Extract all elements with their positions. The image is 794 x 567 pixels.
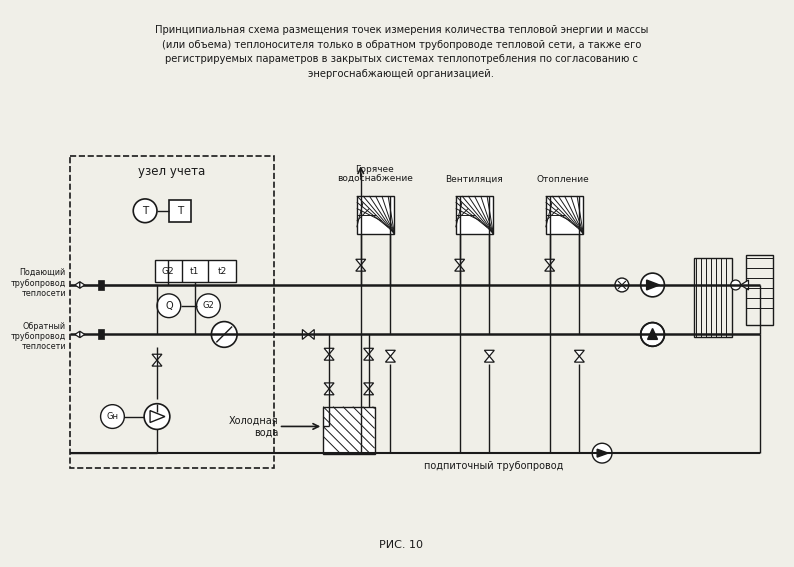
Polygon shape: [646, 280, 660, 290]
Bar: [323, 407, 375, 454]
Text: Горячее
водоснабжение: Горячее водоснабжение: [337, 164, 413, 184]
Polygon shape: [75, 331, 80, 338]
Text: узел учета: узел учета: [138, 165, 206, 177]
Text: T: T: [142, 206, 148, 216]
Polygon shape: [364, 389, 374, 395]
Polygon shape: [574, 356, 584, 362]
Text: t2: t2: [218, 266, 227, 276]
Polygon shape: [152, 360, 162, 366]
Circle shape: [101, 405, 125, 429]
Polygon shape: [356, 265, 366, 271]
Circle shape: [145, 404, 170, 429]
Text: Gн: Gн: [106, 412, 118, 421]
Polygon shape: [356, 259, 366, 265]
Text: Принципиальная схема размещения точек измерения количества тепловой энергии и ма: Принципиальная схема размещения точек из…: [155, 25, 648, 79]
Bar: [545, 196, 584, 234]
Bar: [456, 196, 493, 234]
Text: G2: G2: [161, 266, 174, 276]
Text: Подающий
трубопровод
теплосети: Подающий трубопровод теплосети: [11, 268, 66, 298]
Circle shape: [197, 294, 220, 318]
Text: Отопление: Отопление: [536, 175, 589, 184]
Polygon shape: [324, 354, 334, 360]
Text: Холодная
вода: Холодная вода: [229, 416, 279, 437]
Bar: [155, 260, 236, 282]
Circle shape: [133, 199, 157, 223]
Polygon shape: [324, 383, 334, 389]
Text: G2: G2: [202, 301, 214, 310]
Polygon shape: [545, 259, 555, 265]
Text: РИС. 10: РИС. 10: [380, 540, 423, 550]
Polygon shape: [303, 329, 308, 340]
Circle shape: [641, 323, 665, 346]
Bar: [70, 156, 274, 468]
Circle shape: [730, 280, 741, 290]
Polygon shape: [364, 383, 374, 389]
Polygon shape: [455, 265, 464, 271]
Circle shape: [641, 273, 665, 297]
Bar: [169, 200, 191, 222]
Polygon shape: [574, 350, 584, 356]
Polygon shape: [80, 331, 85, 338]
Bar: [357, 196, 395, 234]
Polygon shape: [324, 389, 334, 395]
Polygon shape: [80, 282, 85, 288]
Circle shape: [615, 278, 629, 292]
Polygon shape: [364, 354, 374, 360]
Text: Обратный
трубопровод
теплосети: Обратный трубопровод теплосети: [11, 321, 66, 352]
Polygon shape: [324, 348, 334, 354]
Polygon shape: [385, 356, 395, 362]
Text: T: T: [176, 206, 183, 216]
Polygon shape: [75, 282, 80, 288]
Bar: [746, 255, 773, 324]
Polygon shape: [597, 449, 608, 457]
Circle shape: [157, 294, 181, 318]
Text: подпиточный трубопровод: подпиточный трубопровод: [424, 461, 563, 471]
Polygon shape: [364, 348, 374, 354]
Bar: [694, 259, 732, 337]
Text: Q: Q: [165, 301, 172, 311]
Text: t1: t1: [190, 266, 199, 276]
Polygon shape: [150, 411, 165, 422]
Polygon shape: [385, 350, 395, 356]
Bar: [98, 329, 103, 340]
Polygon shape: [455, 259, 464, 265]
Circle shape: [211, 321, 237, 348]
Polygon shape: [648, 328, 657, 340]
Polygon shape: [484, 356, 495, 362]
Text: Вентиляция: Вентиляция: [445, 175, 503, 184]
Circle shape: [592, 443, 612, 463]
Polygon shape: [741, 280, 749, 290]
Polygon shape: [152, 354, 162, 360]
Bar: [98, 280, 103, 290]
Polygon shape: [545, 265, 555, 271]
Polygon shape: [484, 350, 495, 356]
Polygon shape: [308, 329, 314, 340]
